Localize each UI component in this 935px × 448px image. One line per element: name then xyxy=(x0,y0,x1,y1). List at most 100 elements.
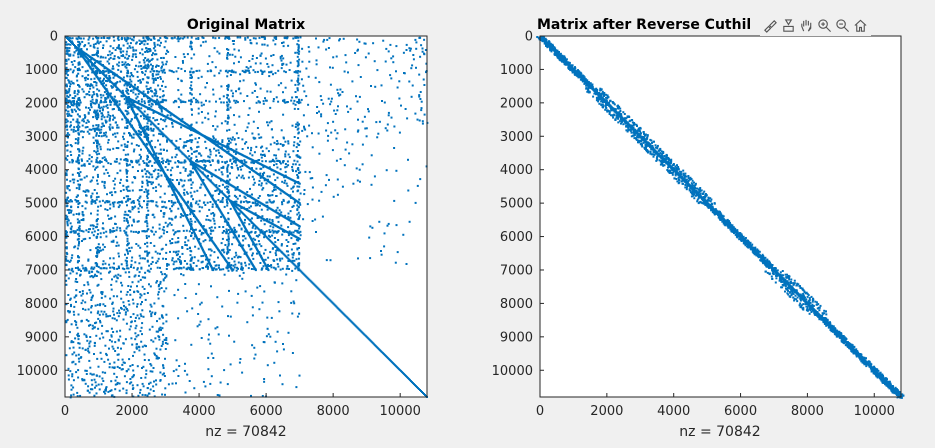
sparsity-point xyxy=(160,109,163,112)
sparsity-point xyxy=(136,161,139,164)
sparsity-point xyxy=(93,200,96,203)
sparsity-point xyxy=(128,328,131,331)
sparsity-point xyxy=(121,363,124,366)
sparsity-point xyxy=(135,144,138,147)
sparsity-point xyxy=(89,44,92,47)
sparsity-point xyxy=(102,231,105,234)
sparsity-point xyxy=(181,152,184,155)
sparsity-point xyxy=(128,163,131,166)
sparsity-point xyxy=(124,210,127,213)
sparsity-point xyxy=(72,54,75,57)
sparsity-point xyxy=(277,301,280,304)
axes-original-matrix[interactable]: 0 2000 4000 6000 8000 10000010002000300040005… xyxy=(17,17,429,440)
sparsity-point xyxy=(89,249,92,252)
sparsity-point xyxy=(184,160,187,163)
sparsity-point xyxy=(139,278,142,281)
sparsity-point xyxy=(66,90,69,93)
sparsity-point xyxy=(216,326,219,329)
sparsity-point xyxy=(77,244,80,247)
sparsity-point xyxy=(288,230,291,233)
sparsity-point xyxy=(273,141,276,144)
sparsity-point xyxy=(298,50,301,53)
sparsity-point xyxy=(241,165,244,167)
sparsity-point xyxy=(316,106,319,108)
sparsity-point xyxy=(259,285,262,288)
sparsity-point xyxy=(105,135,108,138)
sparsity-point xyxy=(254,224,256,227)
sparsity-point xyxy=(85,175,88,178)
sparsity-point xyxy=(87,258,90,261)
sparsity-point xyxy=(191,232,193,234)
sparsity-point xyxy=(140,206,143,209)
sparsity-point xyxy=(74,337,77,340)
sparsity-point xyxy=(156,58,159,61)
sparsity-point xyxy=(107,390,110,393)
sparsity-point xyxy=(90,156,93,159)
sparsity-point xyxy=(414,201,417,204)
sparsity-point xyxy=(389,74,392,77)
sparsity-point xyxy=(138,61,141,64)
sparsity-point xyxy=(378,220,381,223)
sparsity-point xyxy=(339,93,342,96)
sparsity-point xyxy=(220,190,223,193)
sparsity-point xyxy=(298,247,300,249)
sparsity-point xyxy=(138,39,141,42)
sparsity-point xyxy=(279,55,282,58)
sparsity-point xyxy=(142,365,145,368)
sparsity-point xyxy=(251,132,254,135)
sparsity-point xyxy=(221,197,224,199)
sparsity-point xyxy=(134,327,137,330)
sparsity-point xyxy=(191,209,194,212)
sparsity-point xyxy=(84,190,87,193)
sparsity-point xyxy=(113,266,115,269)
sparsity-point xyxy=(138,130,141,133)
sparsity-point xyxy=(171,156,174,159)
sparsity-point xyxy=(78,242,80,245)
sparsity-point xyxy=(111,230,114,233)
sparsity-point xyxy=(66,85,68,88)
sparsity-point xyxy=(153,41,156,44)
sparsity-point xyxy=(125,40,128,43)
sparsity-point xyxy=(229,172,231,175)
sparsity-point xyxy=(120,347,122,350)
sparsity-point xyxy=(162,333,165,336)
sparsity-point xyxy=(107,162,110,165)
sparsity-point xyxy=(96,173,99,176)
sparsity-point xyxy=(123,375,126,378)
sparsity-point xyxy=(161,200,164,203)
sparsity-point xyxy=(179,178,182,181)
sparsity-point xyxy=(79,130,82,133)
sparsity-point xyxy=(284,163,287,165)
sparsity-point xyxy=(276,176,279,179)
sparsity-point xyxy=(158,152,161,155)
sparsity-point xyxy=(111,52,114,55)
sparsity-point xyxy=(359,180,361,183)
sparsity-point xyxy=(189,42,192,45)
sparsity-point xyxy=(153,161,156,164)
sparsity-point xyxy=(251,314,254,317)
sparsity-point xyxy=(131,46,134,49)
sparsity-point xyxy=(258,136,261,139)
sparsity-point xyxy=(171,125,174,128)
sparsity-point xyxy=(126,170,129,172)
sparsity-point xyxy=(390,116,393,119)
sparsity-point xyxy=(131,181,134,184)
sparsity-point xyxy=(135,343,138,346)
sparsity-point xyxy=(264,160,267,163)
sparsity-point xyxy=(66,209,69,212)
sparsity-point xyxy=(294,91,297,93)
sparsity-point xyxy=(193,387,196,390)
sparsity-point xyxy=(191,181,194,184)
sparsity-point xyxy=(125,219,128,222)
sparsity-point xyxy=(103,132,106,135)
sparsity-point xyxy=(126,244,129,246)
sparsity-point xyxy=(390,77,393,80)
sparsity-point xyxy=(145,345,147,348)
sparsity-point xyxy=(130,321,133,324)
sparsity-point xyxy=(192,237,195,240)
sparsity-point xyxy=(149,242,152,244)
sparsity-point xyxy=(120,201,123,203)
sparsity-point xyxy=(99,232,102,235)
sparsity-point xyxy=(227,238,230,241)
sparsity-point xyxy=(89,388,92,391)
